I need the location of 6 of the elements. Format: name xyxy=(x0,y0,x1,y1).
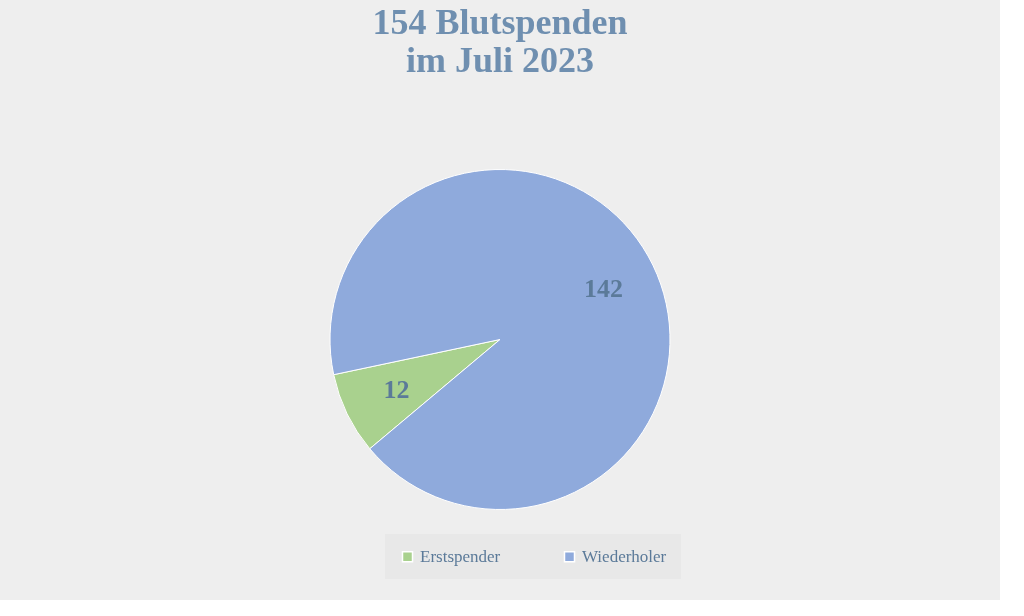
data-label: 12 xyxy=(383,374,410,404)
chart-title: 154 Blutspenden im Juli 2023 xyxy=(372,2,628,80)
legend-label: Erstspender xyxy=(420,546,501,566)
pie-slice xyxy=(329,169,671,510)
legend-label: Wiederholer xyxy=(582,546,667,566)
data-label: 142 xyxy=(583,274,623,304)
